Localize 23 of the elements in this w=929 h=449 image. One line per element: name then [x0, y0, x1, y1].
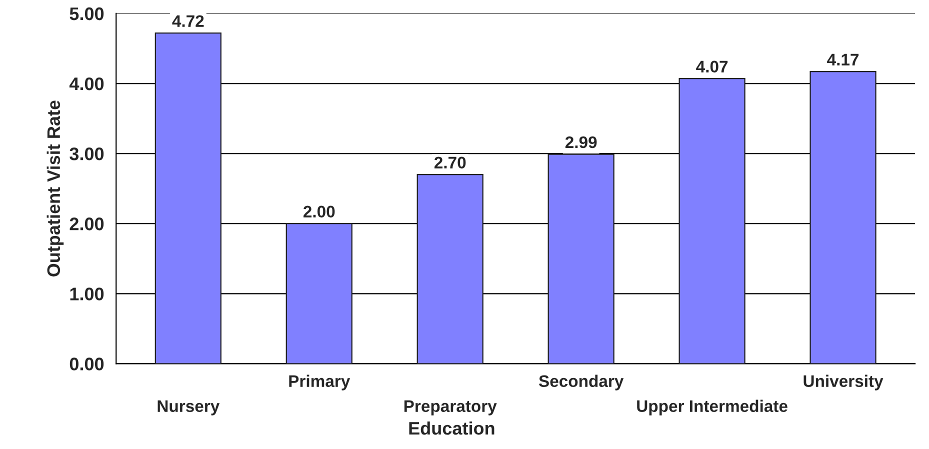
y-tick-label: 4.00: [69, 77, 104, 90]
x-tick-label: Upper Intermediate: [637, 400, 788, 416]
y-tick-label: 3.00: [70, 147, 104, 160]
x-tick-label: Primary: [289, 374, 350, 390]
bar: [548, 154, 614, 364]
y-tick-label: 2.00: [70, 218, 104, 230]
data-label: 2.00: [303, 206, 335, 218]
data-label: 2.99: [565, 136, 597, 148]
data-label: 4.72: [172, 15, 204, 27]
data-label: 4.07: [696, 60, 728, 73]
y-tick-label: 1.00: [70, 288, 104, 300]
bar: [154, 32, 222, 364]
x-tick-label: Preparatory: [404, 400, 497, 416]
y-tick-label: 5.00: [70, 7, 104, 20]
y-tick-label: 0.00: [70, 358, 104, 370]
y-axis-title: Outpatient Visit Rate: [46, 100, 64, 276]
data-label: 4.17: [827, 54, 859, 66]
x-tick-label: University: [804, 374, 884, 390]
x-tick-label: Secondary: [538, 374, 624, 390]
x-tick-label: Nursery: [158, 400, 220, 416]
data-label: 2.70: [434, 156, 466, 168]
bar: [416, 174, 484, 364]
x-axis-title: Education: [409, 421, 494, 435]
